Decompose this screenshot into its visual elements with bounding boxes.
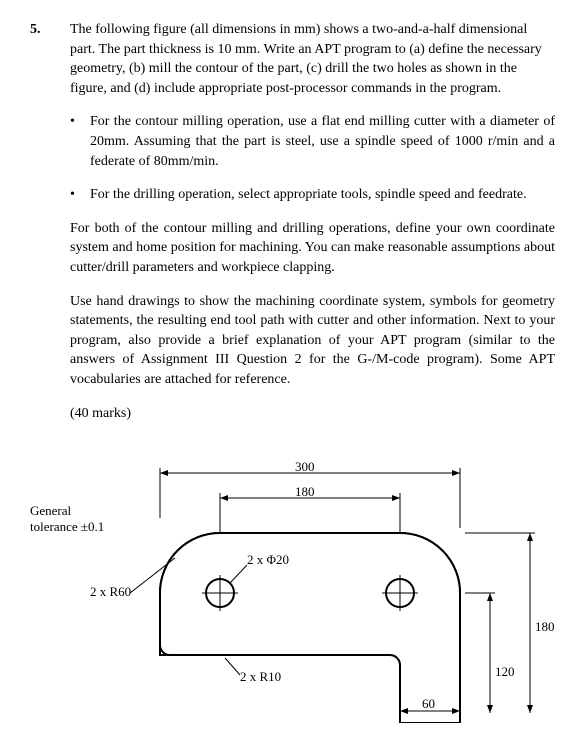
bullet-text: For the drilling operation, select appro… bbox=[90, 185, 555, 205]
tolerance-line1: General bbox=[30, 503, 71, 518]
leader-r10 bbox=[225, 658, 240, 675]
dim-180h: 180 bbox=[295, 483, 315, 501]
arrowhead bbox=[527, 705, 533, 713]
arrowhead bbox=[392, 495, 400, 501]
engineering-figure: General tolerance ±0.1 bbox=[30, 443, 555, 723]
bullet-item: • For the drilling operation, select app… bbox=[70, 185, 555, 205]
bullet-text: For the contour milling operation, use a… bbox=[90, 112, 555, 171]
arrowhead bbox=[487, 705, 493, 713]
arrowhead bbox=[487, 593, 493, 601]
dim-phi20: 2 x Φ20 bbox=[247, 551, 289, 569]
dim-180v: 180 bbox=[535, 618, 555, 636]
arrowhead bbox=[160, 470, 168, 476]
arrowhead bbox=[527, 533, 533, 541]
tolerance-line2: tolerance ±0.1 bbox=[30, 519, 104, 534]
question-intro: The following figure (all dimensions in … bbox=[70, 20, 555, 98]
bullet-item: • For the contour milling operation, use… bbox=[70, 112, 555, 171]
dim-r10: 2 x R10 bbox=[240, 668, 281, 686]
bullet-list: • For the contour milling operation, use… bbox=[70, 112, 555, 204]
dim-300: 300 bbox=[295, 458, 315, 476]
paragraph-drawings: Use hand drawings to show the machining … bbox=[70, 292, 555, 390]
marks-label: (40 marks) bbox=[70, 404, 555, 424]
tolerance-note: General tolerance ±0.1 bbox=[30, 503, 104, 534]
bullet-marker: • bbox=[70, 185, 90, 205]
dim-r60: 2 x R60 bbox=[90, 583, 131, 601]
dim-120: 120 bbox=[495, 663, 515, 681]
part-profile bbox=[160, 533, 460, 723]
paragraph-coord: For both of the contour milling and dril… bbox=[70, 219, 555, 278]
question-header: 5. The following figure (all dimensions … bbox=[30, 20, 555, 98]
arrowhead bbox=[220, 495, 228, 501]
dim-60: 60 bbox=[422, 695, 435, 713]
arrowhead bbox=[452, 470, 460, 476]
bullet-marker: • bbox=[70, 112, 90, 171]
question-number: 5. bbox=[30, 20, 70, 98]
